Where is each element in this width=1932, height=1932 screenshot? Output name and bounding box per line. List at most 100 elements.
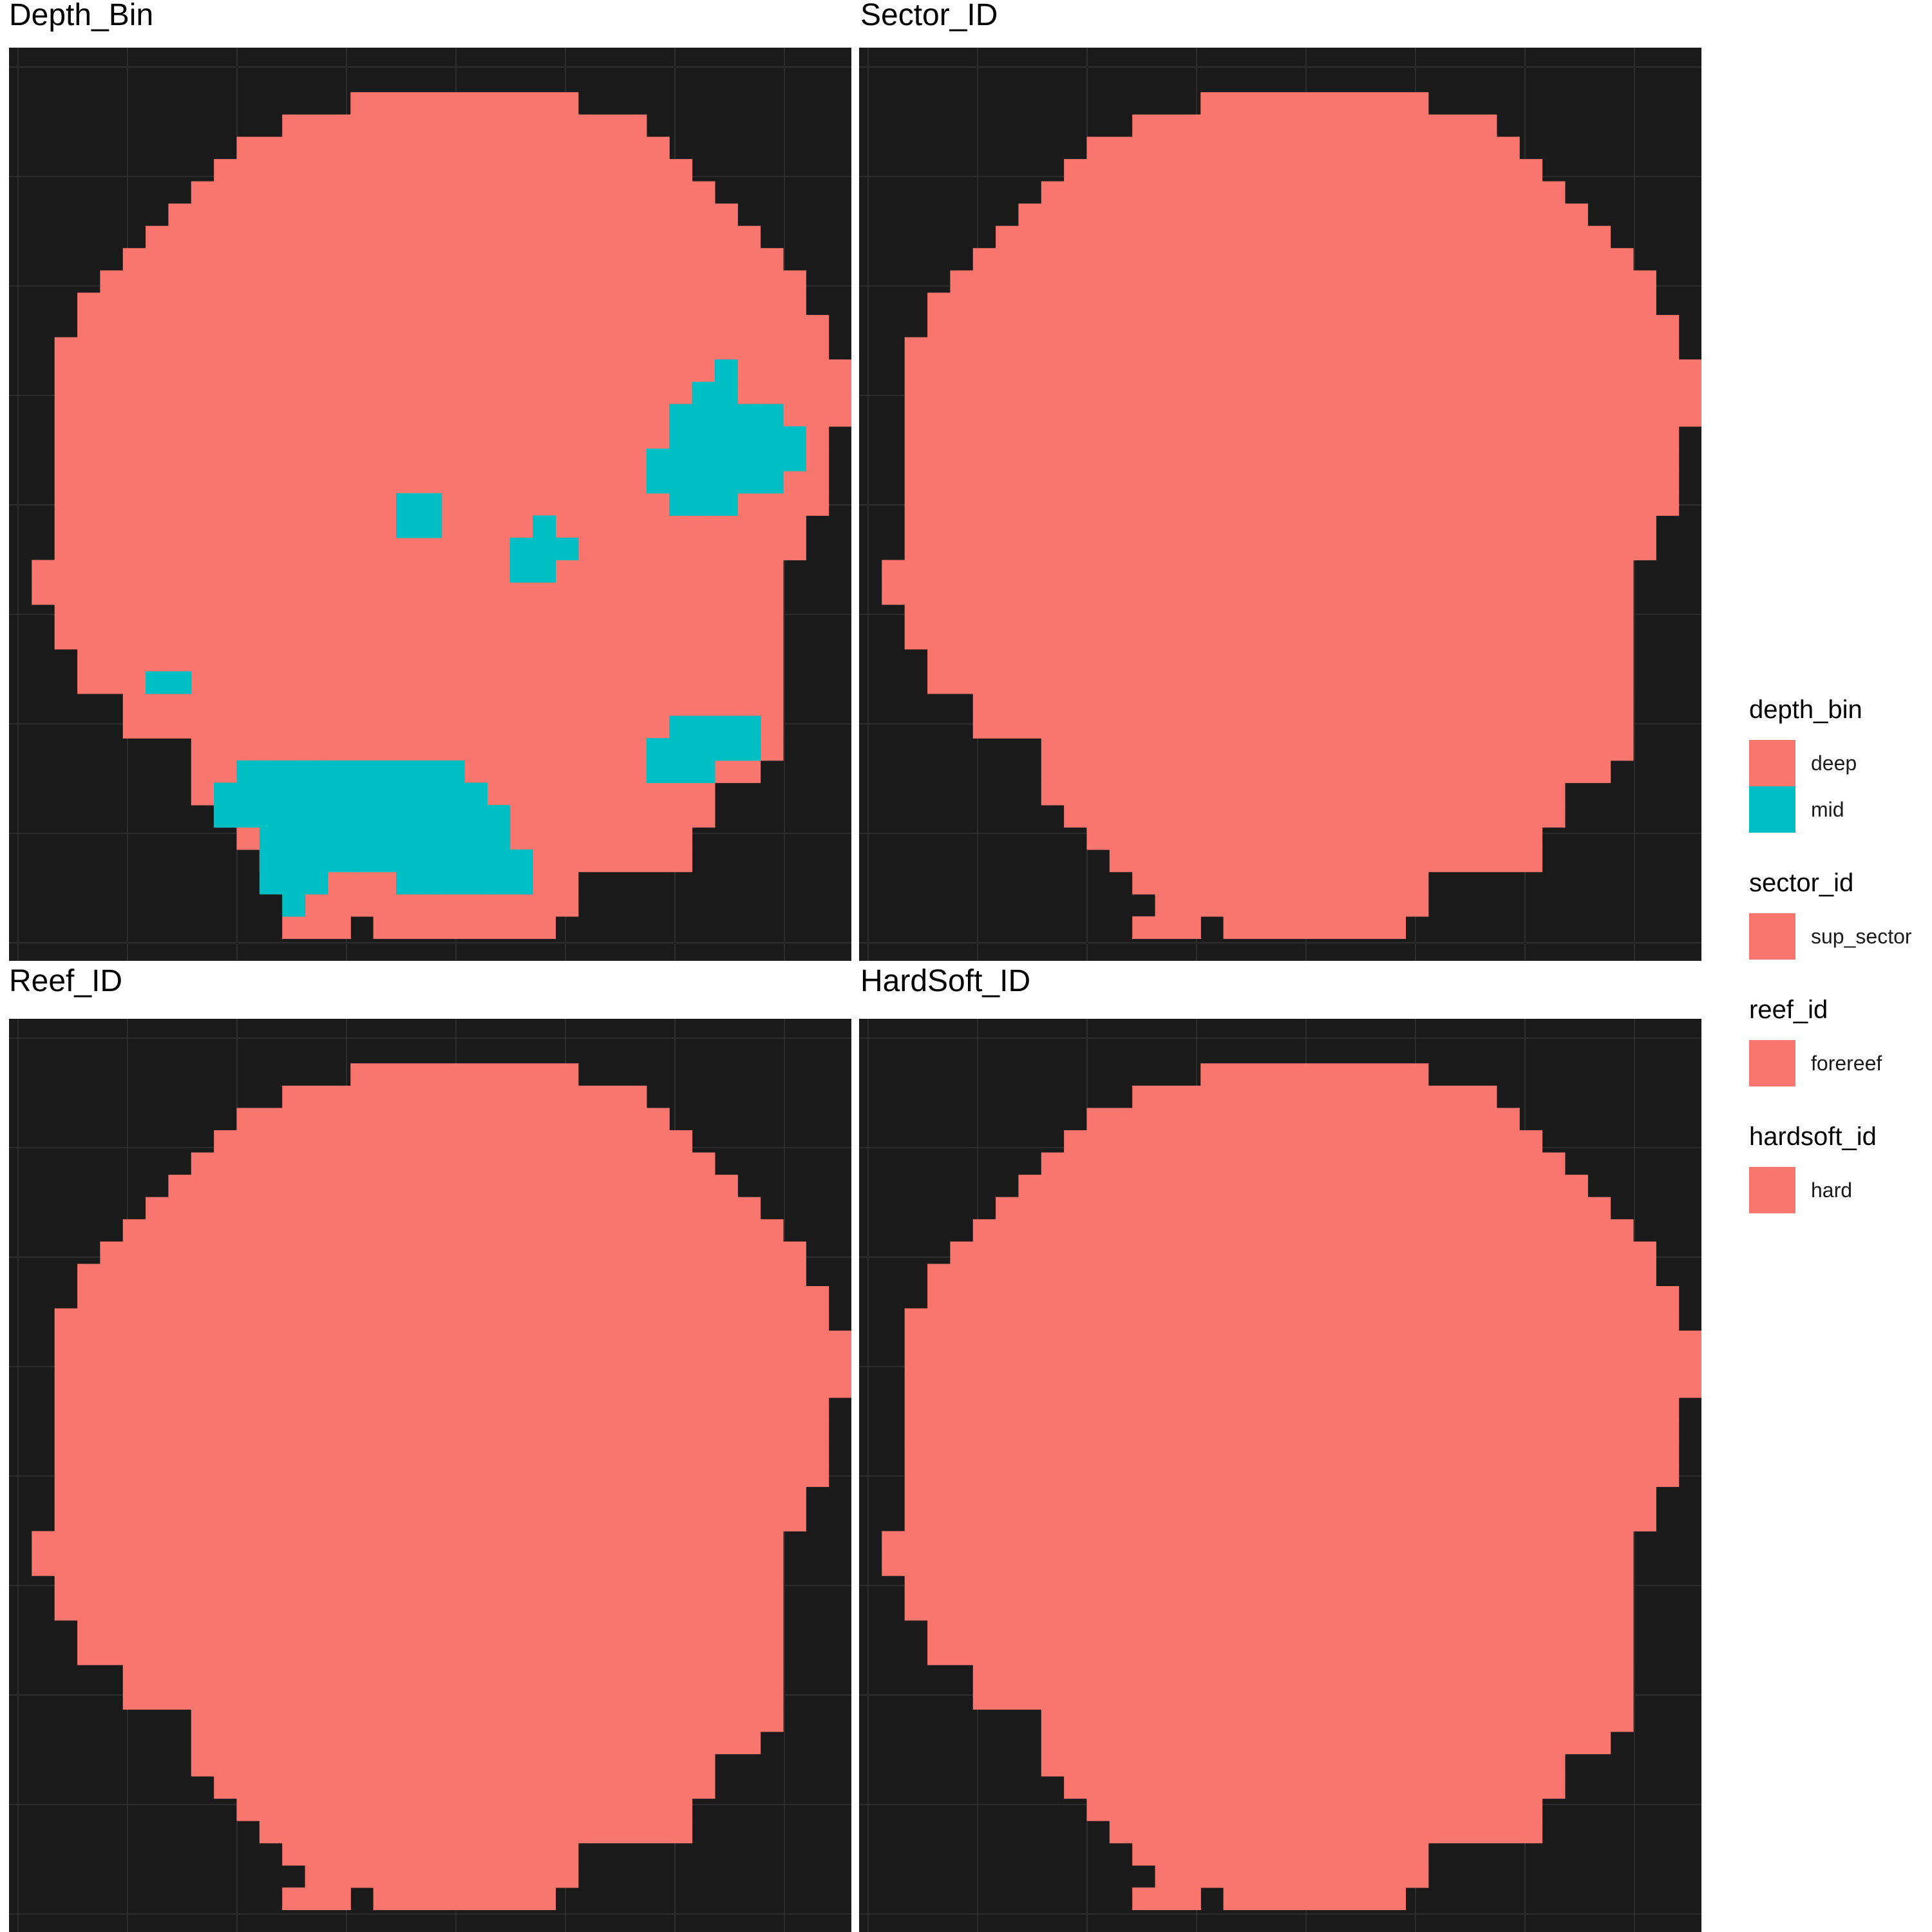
raster-cell-run bbox=[927, 649, 1634, 672]
legend-item-hard: hard bbox=[1749, 1167, 1929, 1213]
raster-cell-run bbox=[972, 1664, 1634, 1688]
raster-cell-mid bbox=[259, 760, 283, 783]
raster-cell-run bbox=[882, 582, 1634, 605]
raster-cell-mid bbox=[395, 804, 419, 828]
raster-cell-run bbox=[1018, 204, 1588, 227]
raster-cell-run bbox=[54, 337, 829, 360]
raster-cell-mid bbox=[669, 715, 693, 739]
raster-cell-mid bbox=[305, 782, 328, 806]
raster-cell-mid bbox=[441, 827, 465, 850]
raster-cell-run bbox=[100, 270, 806, 294]
hardsoft-id-footprint bbox=[882, 1063, 1701, 1911]
panel-depth-bin-svg bbox=[9, 48, 851, 961]
legend-item-mid: mid bbox=[1749, 786, 1929, 833]
raster-cell-run bbox=[54, 1331, 851, 1354]
raster-cell-run bbox=[996, 225, 1611, 249]
raster-cell-run bbox=[77, 1620, 784, 1643]
raster-cell-run bbox=[214, 1130, 693, 1153]
raster-cell-mid bbox=[259, 871, 283, 895]
raster-cell-mid bbox=[737, 426, 761, 450]
raster-cell-run bbox=[54, 1375, 851, 1398]
raster-cell-run bbox=[950, 270, 1656, 294]
raster-cell-mid bbox=[395, 871, 419, 895]
raster-cell-mid bbox=[419, 515, 442, 538]
panel-sector-id bbox=[859, 48, 1701, 961]
raster-cell-mid bbox=[419, 849, 442, 873]
raster-cell-mid bbox=[692, 448, 715, 471]
raster-cell-mid bbox=[236, 782, 260, 806]
raster-cell-mid bbox=[305, 760, 328, 783]
raster-cell-mid bbox=[669, 471, 693, 494]
legend-title-reef-id: reef_id bbox=[1749, 996, 1828, 1024]
raster-cell-run bbox=[904, 1442, 1680, 1465]
legend-key-forereef bbox=[1749, 1040, 1795, 1086]
raster-cell-run bbox=[904, 1397, 1680, 1421]
raster-cell-mid bbox=[464, 782, 488, 806]
raster-cell-run bbox=[236, 1798, 693, 1821]
raster-cell-mid bbox=[669, 426, 693, 450]
raster-cell-mid bbox=[395, 760, 419, 783]
raster-cell-run bbox=[927, 1642, 1634, 1665]
raster-cell-run bbox=[54, 1464, 829, 1487]
raster-cell-mid bbox=[350, 849, 374, 873]
raster-cell-mid bbox=[714, 471, 738, 494]
raster-cell-mid bbox=[282, 827, 306, 850]
raster-cell-run bbox=[972, 1687, 1634, 1710]
panel-title-depth-bin: Depth_Bin bbox=[9, 0, 154, 32]
raster-cell-run bbox=[1155, 894, 1429, 917]
raster-cell-mid bbox=[282, 760, 306, 783]
raster-cell-mid bbox=[669, 448, 693, 471]
raster-cell-run bbox=[972, 693, 1634, 717]
raster-cell-mid bbox=[327, 827, 351, 850]
raster-cell-run bbox=[904, 1575, 1634, 1598]
raster-cell-run bbox=[927, 315, 1680, 338]
raster-cell-run bbox=[882, 560, 1634, 583]
raster-cell-run bbox=[191, 1152, 715, 1175]
raster-cell-run bbox=[32, 582, 784, 605]
raster-cell-mid bbox=[533, 515, 556, 538]
raster-cell-mid bbox=[441, 782, 465, 806]
raster-cell-run bbox=[904, 1464, 1680, 1487]
raster-cell-run bbox=[1041, 181, 1566, 204]
legend-group-reef-id: reef_id forereef bbox=[1749, 996, 1929, 1086]
raster-cell-mid bbox=[692, 760, 715, 783]
raster-cell-run bbox=[904, 471, 1680, 494]
raster-cell-run bbox=[77, 1264, 806, 1287]
raster-cell-run bbox=[1132, 114, 1497, 137]
raster-cell-run bbox=[972, 1219, 1634, 1242]
raster-cell-mid bbox=[395, 782, 419, 806]
raster-cell-run bbox=[927, 1264, 1656, 1287]
raster-cell-run bbox=[904, 493, 1680, 516]
raster-cell-run bbox=[1018, 1175, 1588, 1198]
raster-cell-run bbox=[168, 1175, 738, 1198]
panel-depth-bin bbox=[9, 48, 851, 961]
raster-cell-run bbox=[54, 1508, 806, 1532]
raster-cell-run bbox=[214, 1776, 715, 1799]
raster-cell-run bbox=[1064, 158, 1543, 182]
raster-cell-mid bbox=[419, 760, 442, 783]
raster-cell-mid bbox=[669, 404, 693, 427]
legend-key-mid bbox=[1749, 786, 1795, 833]
raster-cell-mid bbox=[282, 871, 306, 895]
raster-cell-mid bbox=[350, 804, 374, 828]
raster-cell-run bbox=[77, 649, 784, 672]
raster-cell-mid bbox=[714, 381, 738, 404]
raster-cell-run bbox=[927, 671, 1634, 694]
raster-cell-run bbox=[1041, 738, 1634, 761]
raster-cell-run bbox=[282, 114, 647, 137]
legend-item-sup-sector: sup_sector bbox=[1749, 913, 1929, 960]
raster-cell-mid bbox=[692, 471, 715, 494]
raster-cell-run bbox=[146, 1197, 761, 1220]
raster-cell-mid bbox=[464, 827, 488, 850]
raster-cell-run bbox=[191, 1731, 761, 1754]
raster-cell-run bbox=[904, 627, 1634, 650]
raster-cell-run bbox=[904, 1486, 1656, 1510]
legend-label-hard: hard bbox=[1811, 1178, 1853, 1202]
raster-cell-run bbox=[1132, 1887, 1201, 1911]
raster-cell-run bbox=[996, 1197, 1611, 1220]
raster-cell-mid bbox=[692, 381, 715, 404]
raster-cell-run bbox=[1064, 1776, 1566, 1799]
raster-cell-mid bbox=[282, 849, 306, 873]
legend-item-deep: deep bbox=[1749, 740, 1929, 786]
raster-cell-run bbox=[122, 1219, 784, 1242]
